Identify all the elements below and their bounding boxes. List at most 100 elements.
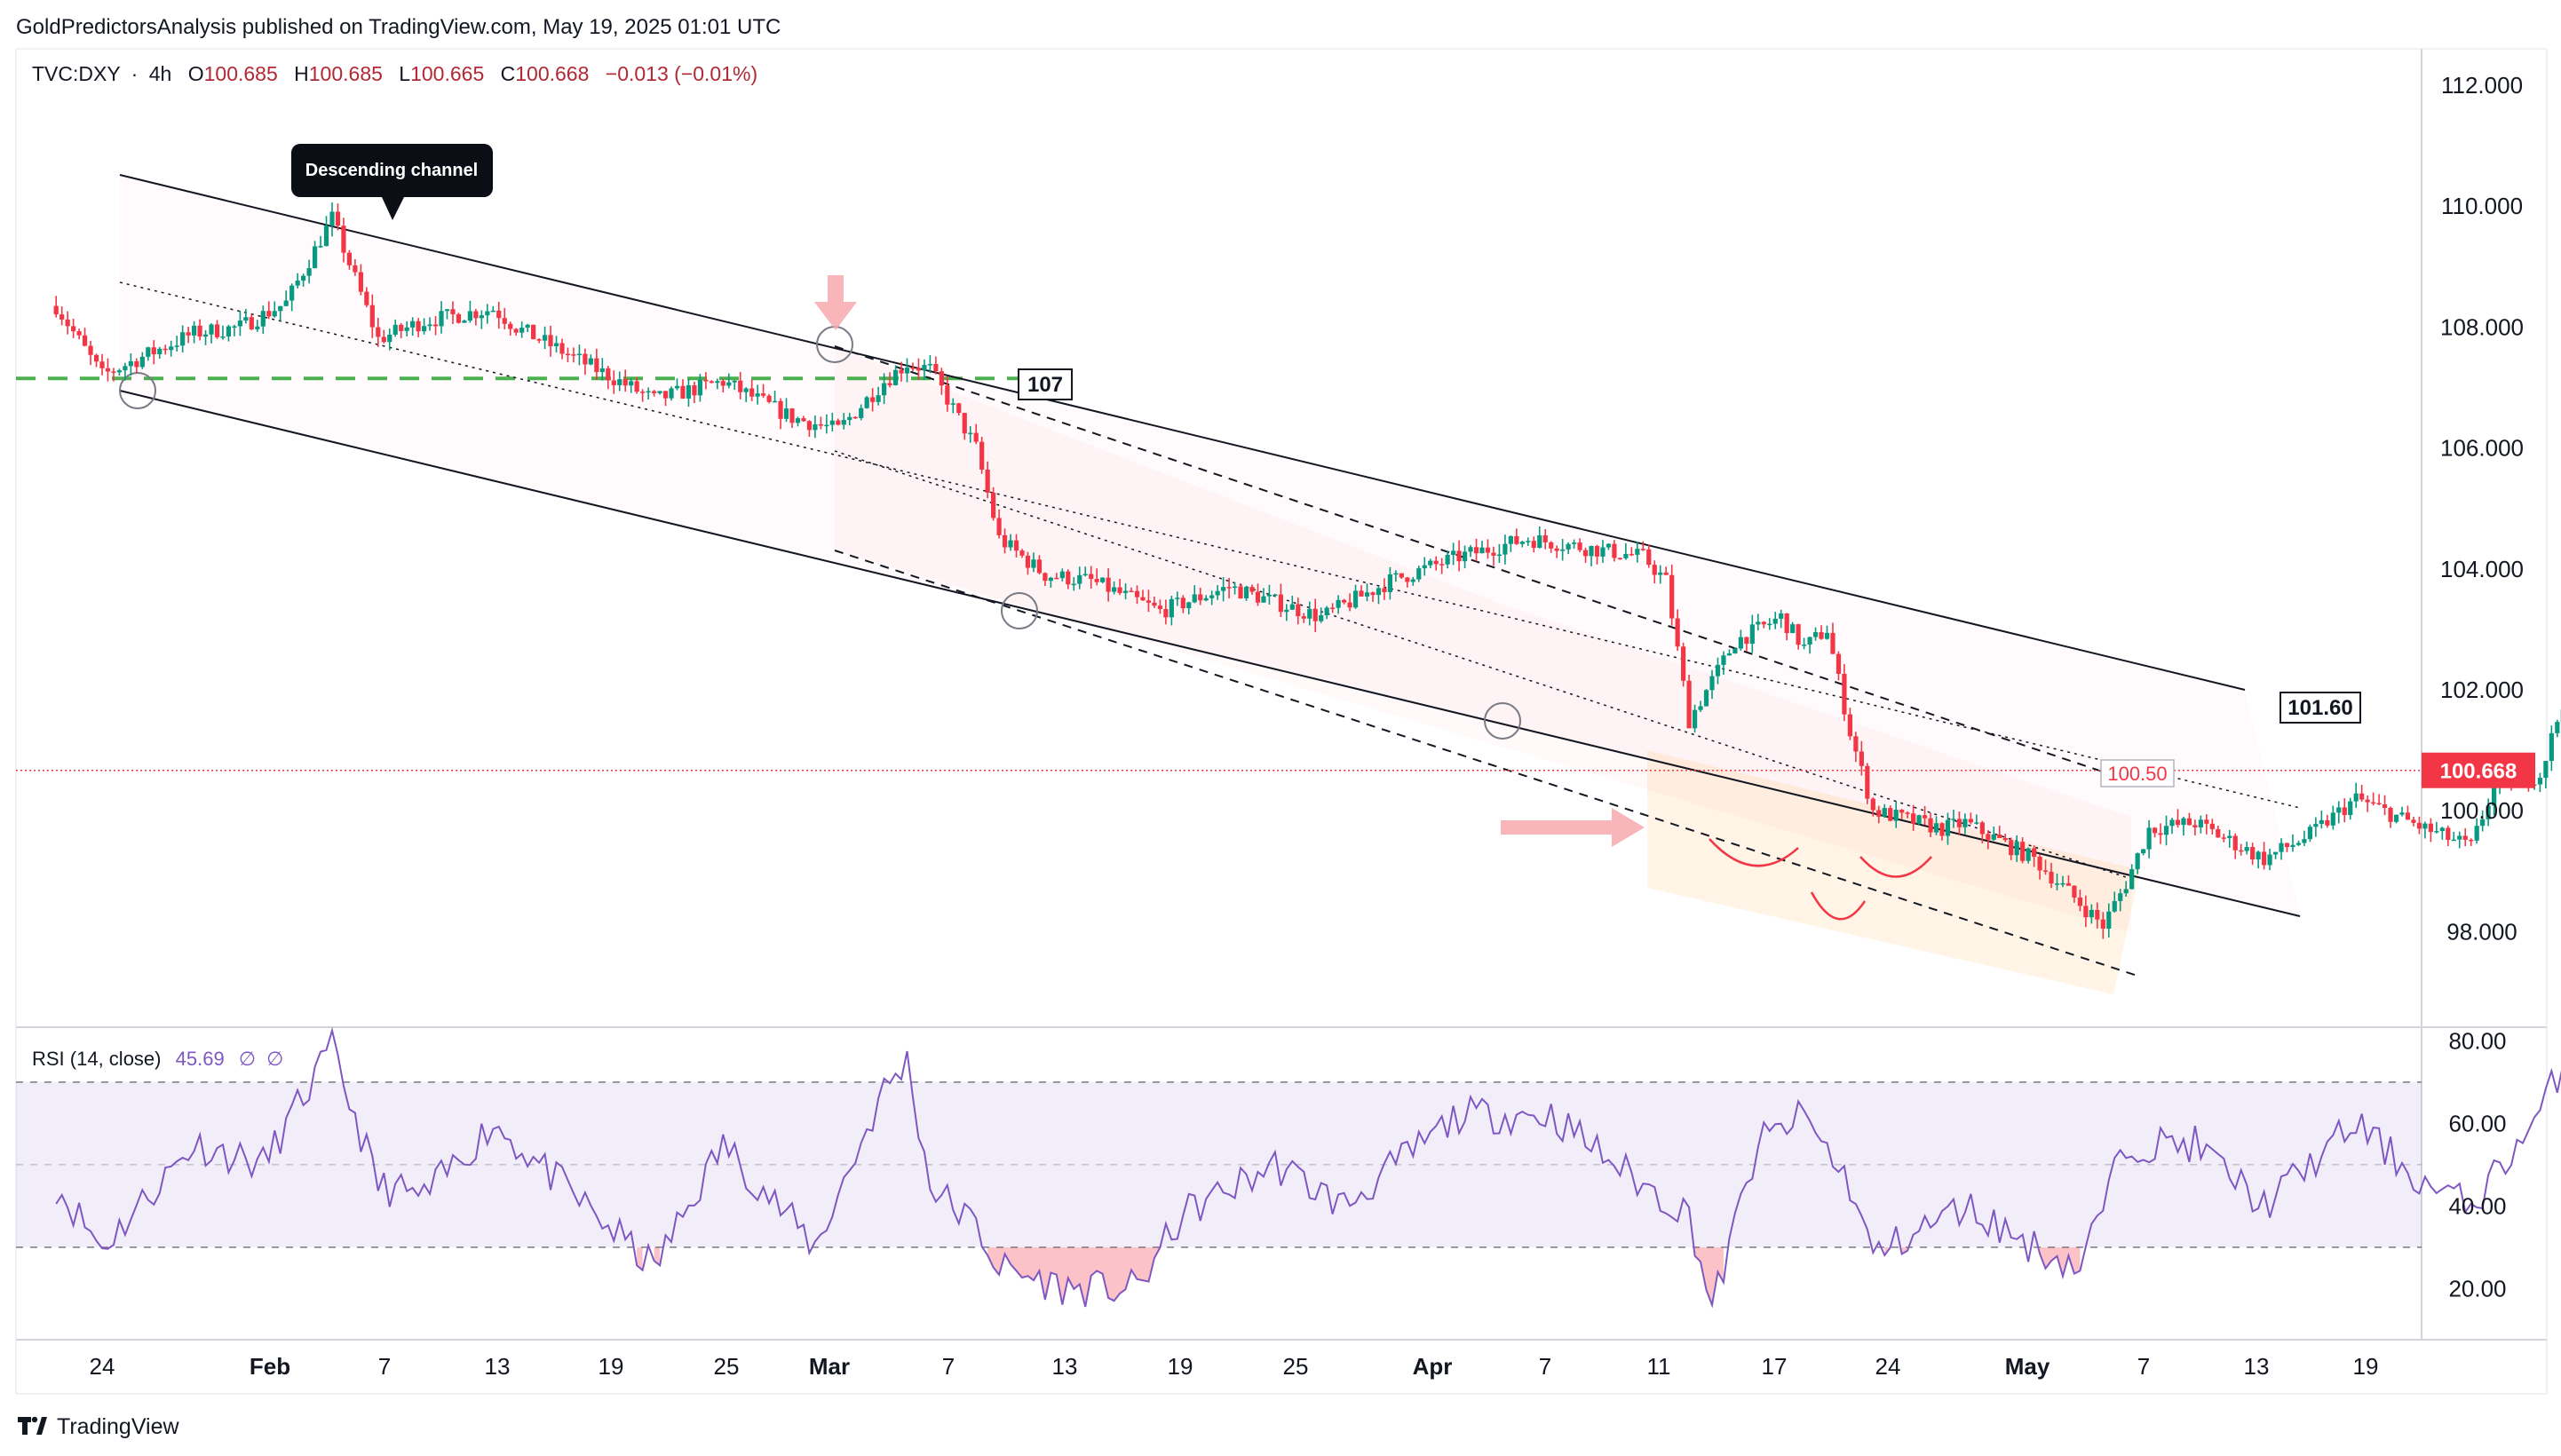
time-tick-label: 19 — [2353, 1353, 2379, 1380]
price-axis[interactable]: 112.000 110.000 108.000 106.000 104.000 102.0… — [2440, 72, 2524, 945]
candle-body — [202, 334, 209, 337]
candle-body — [2175, 819, 2181, 826]
candle-body — [1352, 590, 1359, 608]
symbol-legend[interactable]: TVC:DXY · 4h O100.685 H100.685 L100.665 … — [32, 62, 757, 85]
rsi-oversold-area — [987, 1246, 1161, 1307]
label-101-60: 101.60 — [2280, 692, 2361, 724]
candle-body — [192, 325, 197, 336]
candle-body — [1974, 822, 1979, 824]
candle-body — [376, 327, 381, 337]
candle-body — [1819, 632, 1824, 639]
candle-body — [1198, 594, 1203, 601]
time-tick-label: 25 — [1283, 1353, 1309, 1380]
candle-body — [1738, 637, 1743, 649]
candle-body — [1370, 592, 1376, 596]
candle-body — [272, 311, 277, 317]
candle-body — [548, 335, 553, 347]
candle-body — [1031, 559, 1036, 568]
candle-body — [2428, 823, 2433, 833]
candle-body — [686, 384, 692, 399]
candle-body — [1779, 613, 1784, 619]
candle-body — [1112, 587, 1117, 592]
candle-body — [2382, 804, 2388, 809]
candle-body — [1640, 549, 1645, 550]
candle-body — [749, 388, 755, 397]
change-value: −0.013 (−0.01%) — [606, 62, 757, 85]
candle-body — [755, 393, 760, 397]
candle-body — [2313, 824, 2319, 827]
callout-text: Descending channel — [305, 161, 479, 180]
candle-body — [904, 368, 910, 374]
candle-body — [1542, 535, 1548, 542]
candle-body — [467, 311, 472, 321]
candle-body — [1342, 599, 1347, 603]
candle-body — [617, 379, 622, 385]
candle-body — [422, 326, 427, 332]
candle-body — [399, 324, 404, 331]
candle-body — [1025, 555, 1031, 568]
candle-body — [2365, 799, 2370, 803]
open-value: 100.685 — [204, 62, 278, 85]
candle-body — [1122, 590, 1129, 593]
candle-body — [1617, 558, 1622, 559]
candle-body — [2123, 889, 2129, 894]
tradingview-logo[interactable]: TradingView — [18, 1414, 180, 1439]
candle-body — [1629, 553, 1634, 556]
candle-body — [450, 309, 456, 314]
candle-body — [559, 343, 565, 354]
candle-body — [2393, 814, 2399, 822]
candle-body — [1209, 595, 1215, 598]
price-tick-label: 108.000 — [2440, 313, 2524, 340]
candle-body — [662, 391, 669, 399]
candle-body — [1531, 541, 1536, 549]
accumulation-zone — [1647, 750, 2140, 994]
candle-body — [1824, 632, 1830, 639]
candle-body — [485, 311, 490, 316]
candle-body — [1681, 646, 1686, 681]
candle-body — [1842, 673, 1847, 715]
candle-body — [1243, 587, 1249, 599]
candle-body — [1830, 632, 1836, 654]
candle-body — [1726, 653, 1732, 656]
candle-body — [1652, 565, 1657, 575]
candle-body — [531, 324, 536, 340]
candle-body — [1836, 653, 1842, 674]
candle-body — [2129, 869, 2135, 890]
candle-body — [2020, 842, 2026, 861]
candle-body — [341, 226, 346, 253]
candle-body — [266, 311, 272, 317]
candle-body — [973, 432, 979, 442]
candle-body — [996, 518, 1002, 535]
candle-body — [1192, 594, 1197, 603]
candle-body — [1324, 607, 1329, 616]
candle-body — [652, 391, 657, 393]
candle-body — [1094, 579, 1099, 582]
candle-body — [312, 246, 318, 269]
inner-channel-lower — [834, 550, 2141, 977]
candle-body — [939, 371, 944, 386]
candle-body — [1089, 574, 1094, 580]
rsi-legend[interactable]: RSI (14, close) 45.69 ∅ ∅ — [32, 1048, 283, 1070]
low-value: 100.665 — [410, 62, 484, 85]
candle-body — [1249, 587, 1255, 592]
candle-body — [2049, 871, 2054, 884]
candle-body — [2244, 847, 2249, 851]
rsi-axis[interactable]: 80.00 60.00 40.00 20.00 — [2448, 1027, 2506, 1302]
candle-body — [186, 332, 191, 336]
candle-body — [2141, 849, 2146, 854]
candle-body — [249, 317, 254, 329]
candle-body — [1893, 810, 1899, 821]
down-arrow-icon — [814, 275, 857, 330]
candle-body — [553, 343, 559, 347]
candle-body — [2325, 819, 2330, 826]
time-axis[interactable]: 24 Feb 7 13 19 25 Mar 7 13 19 25 Apr 7 11 17 24 May 7 13 19 — [90, 1353, 2379, 1380]
candle-body — [462, 320, 467, 323]
candle-body — [2451, 839, 2456, 842]
candle-body — [237, 320, 242, 327]
right-arrow-icon — [1501, 808, 1645, 847]
candle-body — [1589, 546, 1594, 557]
candle-body — [496, 310, 502, 319]
candle-body — [157, 348, 163, 355]
candle-body — [1036, 559, 1043, 574]
candle-body — [220, 336, 226, 338]
